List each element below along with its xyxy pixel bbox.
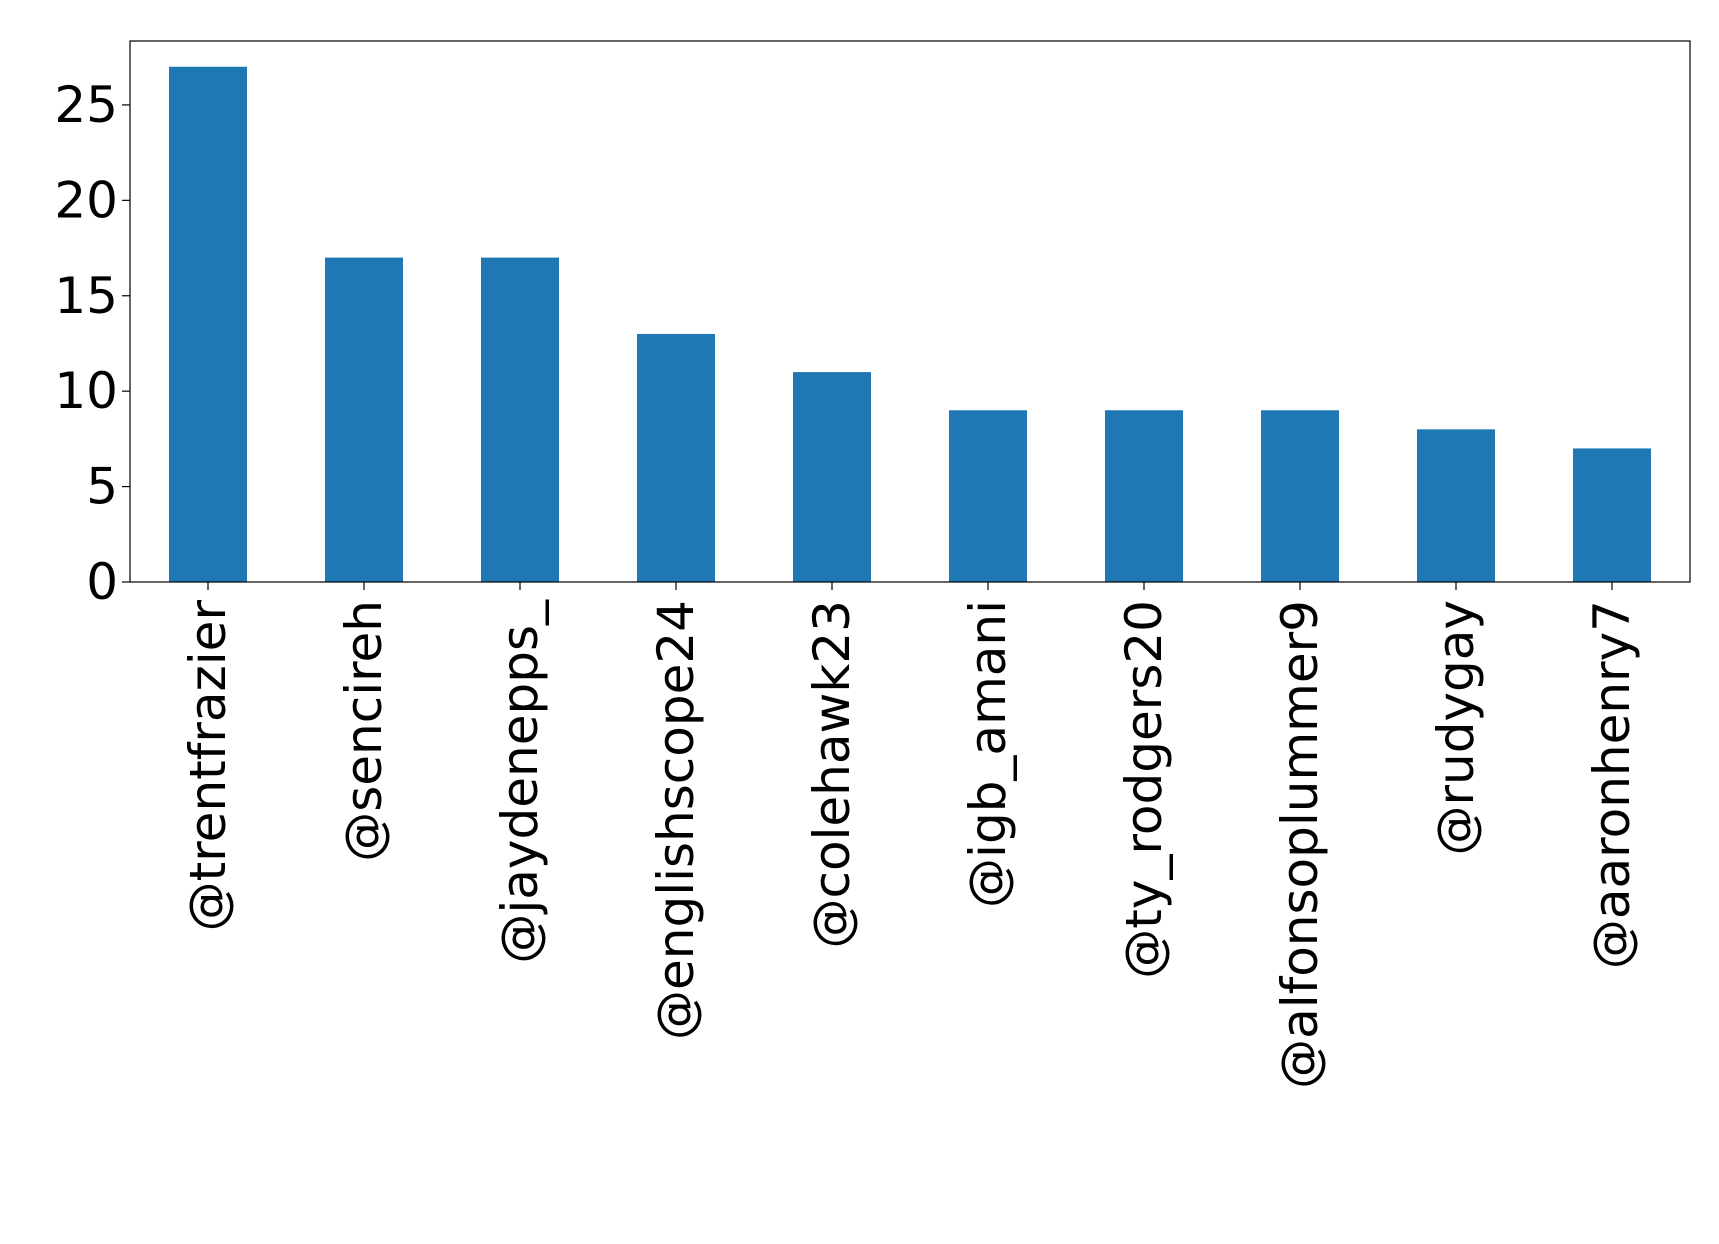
x-tick-label: @englishscope24 xyxy=(647,600,705,1040)
y-tick-label: 0 xyxy=(86,553,118,611)
y-tick-label: 20 xyxy=(54,171,118,229)
x-tick-label: @ty_rodgers20 xyxy=(1115,600,1173,979)
y-tick-label: 25 xyxy=(54,76,118,134)
bar-ty_rodgers20 xyxy=(1105,410,1183,582)
plot-frame xyxy=(129,40,1691,583)
x-tick-label: @aaronhenry7 xyxy=(1583,600,1641,969)
bar-alfonsoplummer9 xyxy=(1261,410,1339,582)
bar-englishscope24 xyxy=(637,333,715,582)
y-tick-label: 10 xyxy=(54,362,118,420)
y-tick-label: 15 xyxy=(54,267,118,325)
x-tick-label: @igb_amani xyxy=(959,600,1017,908)
bar-colehawk23 xyxy=(793,372,871,582)
x-tick-label: @rudygay xyxy=(1427,600,1485,856)
x-tick-label: @colehawk23 xyxy=(803,600,861,949)
bar-jaydenepps_ xyxy=(481,257,559,582)
bar-trentfrazier xyxy=(169,66,247,582)
x-tick-label: @jaydenepps_ xyxy=(491,599,549,964)
bar-rudygay xyxy=(1417,429,1495,582)
bar-igb_amani xyxy=(949,410,1027,582)
x-tick-label: @alfonsoplummer9 xyxy=(1271,600,1329,1089)
bars-layer xyxy=(169,66,1651,582)
bar-sencireh xyxy=(325,257,403,582)
x-axis: @trentfrazier @sencireh @jaydenepps_ @engli… xyxy=(179,582,1641,1089)
x-tick-label: @trentfrazier xyxy=(179,600,237,932)
x-tick-label: @sencireh xyxy=(335,600,393,862)
y-axis: 0 5 10 15 20 25 xyxy=(54,76,130,611)
bar-aaronhenry7 xyxy=(1573,448,1651,582)
y-tick-label: 5 xyxy=(86,458,118,516)
